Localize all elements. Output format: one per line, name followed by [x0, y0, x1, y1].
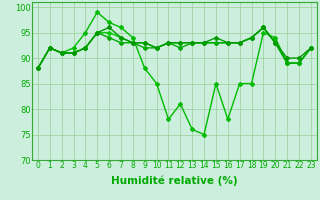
X-axis label: Humidité relative (%): Humidité relative (%) [111, 176, 238, 186]
